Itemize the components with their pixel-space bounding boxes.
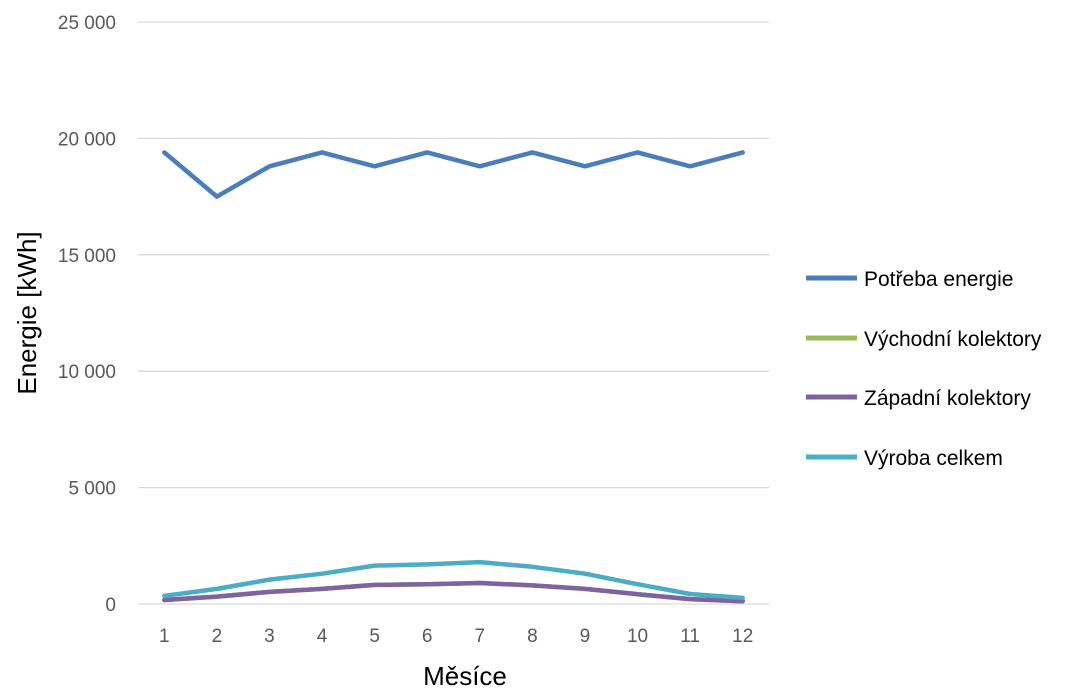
legend-label: Výroba celkem — [864, 447, 1003, 470]
data-point — [583, 572, 587, 576]
x-tick-label: 8 — [527, 626, 538, 647]
data-point — [425, 562, 429, 566]
x-tick-label: 12 — [732, 626, 753, 647]
x-tick-label: 5 — [369, 626, 380, 647]
data-point — [583, 587, 587, 591]
series-line-4 — [162, 559, 745, 601]
data-point — [320, 572, 324, 576]
legend-label: Západní kolektory — [864, 387, 1031, 410]
y-axis-ticks: 0 5 000 10 000 15 000 20 000 25 000 — [58, 13, 116, 616]
x-axis-ticks: 1 2 3 4 5 6 7 8 9 10 11 12 — [159, 626, 753, 647]
data-point — [530, 150, 534, 154]
series-lines — [162, 150, 745, 604]
x-tick-label: 1 — [159, 626, 170, 647]
data-point — [425, 150, 429, 154]
data-point — [267, 578, 271, 582]
data-point — [425, 582, 429, 586]
data-point — [636, 592, 640, 596]
x-axis-title: Měsíce — [423, 661, 507, 691]
data-point — [478, 560, 482, 564]
legend-label: Potřeba energie — [864, 268, 1013, 291]
x-tick-label: 4 — [317, 626, 328, 647]
y-tick-label: 15 000 — [58, 246, 116, 267]
x-tick-label: 10 — [627, 626, 648, 647]
data-point — [215, 587, 219, 591]
series-line-3 — [162, 580, 745, 604]
data-point — [215, 595, 219, 599]
legend: Potřeba energie Východní kolektory Západní… — [806, 268, 1042, 470]
data-point — [583, 164, 587, 168]
x-tick-label: 11 — [680, 626, 700, 647]
data-point — [478, 581, 482, 585]
y-tick-label: 20 000 — [58, 129, 116, 150]
data-point — [162, 598, 166, 602]
x-tick-label: 2 — [212, 626, 223, 647]
data-point — [320, 587, 324, 591]
data-point — [267, 590, 271, 594]
y-tick-label: 10 000 — [58, 362, 116, 383]
data-point — [373, 583, 377, 587]
data-point — [741, 150, 745, 154]
y-tick-label: 25 000 — [58, 13, 116, 34]
data-point — [215, 195, 219, 199]
x-tick-label: 6 — [422, 626, 433, 647]
y-tick-label: 0 — [105, 595, 116, 616]
y-axis-title: Energie [kWh] — [12, 231, 42, 394]
data-point — [636, 150, 640, 154]
data-point — [688, 597, 692, 601]
x-tick-label: 9 — [580, 626, 591, 647]
x-tick-label: 3 — [264, 626, 275, 647]
legend-label: Východní kolektory — [864, 328, 1042, 351]
data-point — [688, 592, 692, 596]
y-tick-label: 5 000 — [68, 479, 116, 500]
data-point — [373, 164, 377, 168]
series-line-1 — [162, 150, 745, 199]
data-point — [741, 596, 745, 600]
data-point — [530, 583, 534, 587]
data-point — [688, 164, 692, 168]
data-point — [162, 594, 166, 598]
data-point — [320, 150, 324, 154]
data-point — [530, 565, 534, 569]
data-point — [373, 564, 377, 568]
data-point — [162, 150, 166, 154]
data-point — [267, 164, 271, 168]
data-point — [478, 164, 482, 168]
data-point — [741, 599, 745, 603]
gridlines — [138, 21, 769, 605]
x-tick-label: 7 — [475, 626, 486, 647]
data-point — [636, 582, 640, 586]
